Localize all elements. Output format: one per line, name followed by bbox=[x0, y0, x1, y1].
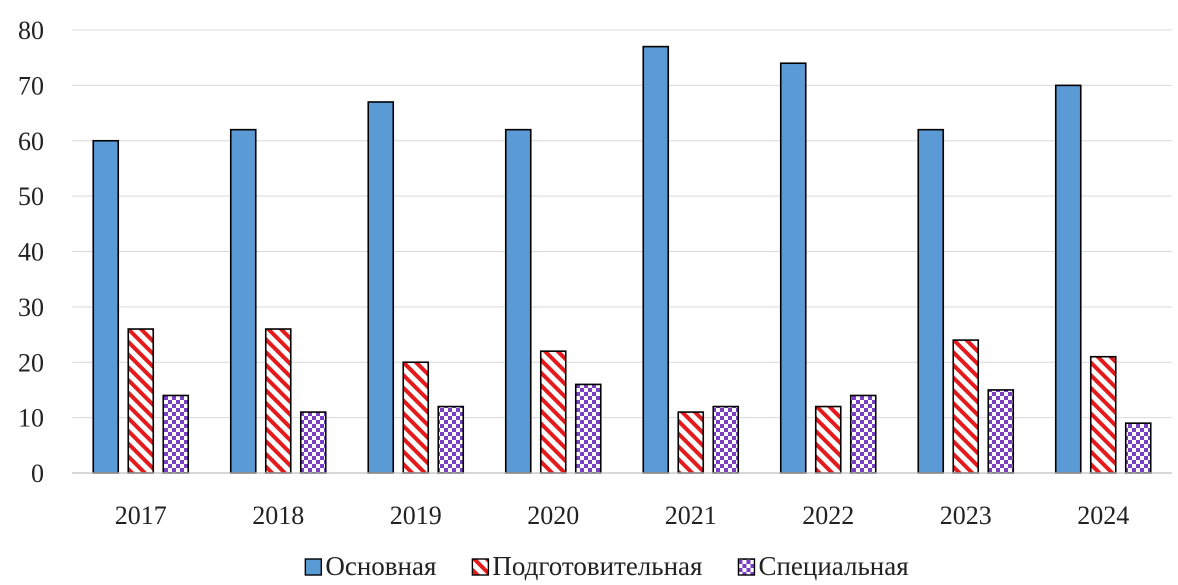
bar-solid-2018 bbox=[229, 128, 257, 474]
legend-label: Подготовительная bbox=[492, 551, 702, 581]
bars bbox=[92, 45, 1152, 474]
legend-label: Основная bbox=[325, 551, 436, 581]
legend-swatch bbox=[471, 558, 490, 576]
bar-diagonal-hatch-2020 bbox=[539, 350, 567, 474]
legend-swatch bbox=[737, 558, 756, 576]
y-tick-label: 0 bbox=[31, 459, 44, 488]
legend-item: Основная bbox=[304, 551, 436, 581]
y-tick-label: 50 bbox=[18, 182, 44, 211]
legend-label: Специальная bbox=[758, 551, 908, 581]
x-axis-category-labels: 2017 2018 2019 2020 2021 2022 2023 2024 bbox=[115, 501, 1130, 530]
y-tick-label: 30 bbox=[18, 293, 44, 322]
bar-diagonal-hatch-2022 bbox=[814, 405, 842, 474]
x-category-label: 2019 bbox=[390, 501, 442, 530]
bar-checker-2023 bbox=[987, 389, 1015, 474]
y-tick-label: 20 bbox=[18, 348, 44, 377]
bar-diagonal-hatch-2021 bbox=[677, 411, 705, 474]
x-category-label: 2024 bbox=[1077, 501, 1129, 530]
bar-checker-2021 bbox=[712, 405, 740, 474]
x-category-label: 2021 bbox=[665, 501, 717, 530]
legend-swatch bbox=[304, 558, 323, 576]
y-tick-label: 40 bbox=[18, 238, 44, 267]
bar-solid-2023 bbox=[917, 128, 945, 474]
bar-solid-2019 bbox=[367, 101, 395, 474]
bar-solid-2017 bbox=[92, 139, 120, 474]
x-category-label: 2020 bbox=[527, 501, 579, 530]
bar-solid-2020 bbox=[504, 128, 532, 474]
bar-solid-2021 bbox=[642, 45, 670, 474]
legend-item: Специальная bbox=[737, 551, 909, 581]
bar-checker-2020 bbox=[574, 383, 602, 474]
legend-item: Подготовительная bbox=[471, 551, 702, 581]
bar-diagonal-hatch-2018 bbox=[264, 328, 292, 474]
bar-checker-2018 bbox=[299, 411, 327, 474]
bar-checker-2019 bbox=[437, 405, 465, 474]
y-tick-label: 80 bbox=[18, 16, 44, 45]
bar-checker-2017 bbox=[162, 394, 190, 474]
bar-diagonal-hatch-2017 bbox=[127, 328, 155, 474]
bar-solid-2024 bbox=[1054, 84, 1082, 474]
y-axis-tick-labels: 0 10 20 30 40 50 60 70 80 bbox=[18, 16, 44, 488]
y-tick-label: 70 bbox=[18, 71, 44, 100]
bar-checker-2024 bbox=[1124, 422, 1152, 474]
x-category-label: 2022 bbox=[802, 501, 854, 530]
x-category-label: 2023 bbox=[940, 501, 992, 530]
bar-solid-2022 bbox=[779, 62, 807, 474]
bar-diagonal-hatch-2023 bbox=[952, 339, 980, 474]
bar-diagonal-hatch-2019 bbox=[402, 361, 430, 474]
bar-diagonal-hatch-2024 bbox=[1089, 355, 1117, 474]
x-category-label: 2017 bbox=[115, 501, 167, 530]
bar-checker-2022 bbox=[849, 394, 877, 474]
y-tick-label: 10 bbox=[18, 404, 44, 433]
x-category-label: 2018 bbox=[252, 501, 304, 530]
y-tick-label: 60 bbox=[18, 127, 44, 156]
legend: Основная Подготовительная Специальная bbox=[304, 551, 909, 581]
